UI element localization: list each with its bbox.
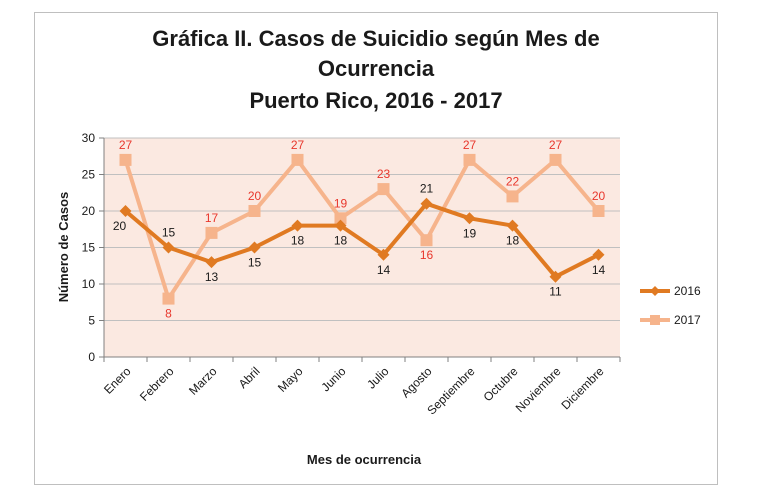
x-axis-title: Mes de ocurrencia xyxy=(307,452,422,467)
y-tick-label-5: 5 xyxy=(88,314,95,328)
point-2016-octubre xyxy=(506,219,519,232)
y-axis-title: Número de Casos xyxy=(56,192,71,303)
legend-marker-2017 xyxy=(650,315,660,325)
point-2017-abril xyxy=(248,205,261,217)
chart-title-line-3: Puerto Rico, 2016 - 2017 xyxy=(249,88,503,113)
data-label-2017-11: 20 xyxy=(592,189,606,203)
chart-title-line-1: Gráfica II. Casos de Suicidio según Mes … xyxy=(152,26,600,51)
x-tick-label-marzo: Marzo xyxy=(186,364,220,398)
data-label-2017-2: 17 xyxy=(205,211,219,225)
data-label-2017-0: 27 xyxy=(119,138,133,152)
point-2016-agosto xyxy=(420,197,433,210)
point-2017-marzo xyxy=(205,226,218,239)
y-tick-label-0: 0 xyxy=(88,350,95,364)
data-label-2017-3: 20 xyxy=(248,189,262,203)
y-tick-label-10: 10 xyxy=(82,277,96,291)
point-2016-diciembre xyxy=(592,248,605,261)
chart-title-line-2: Ocurrencia xyxy=(317,56,435,81)
point-2017-noviembre xyxy=(549,153,562,166)
x-tick-label-junio: Junio xyxy=(318,364,348,394)
point-2016-septiembre xyxy=(463,212,476,225)
data-label-2016-8: 19 xyxy=(463,226,477,240)
y-tick-label-30: 30 xyxy=(82,131,96,145)
point-2016-febrero xyxy=(162,241,175,254)
x-tick-label-agosto: Agosto xyxy=(398,364,435,401)
data-label-2016-1: 15 xyxy=(162,226,176,240)
data-label-2017-5: 19 xyxy=(334,196,348,210)
data-label-2017-9: 22 xyxy=(506,174,520,188)
point-2017-enero xyxy=(119,153,132,166)
x-tick-label-noviembre: Noviembre xyxy=(513,364,564,415)
legend-label-2016: 2016 xyxy=(674,284,701,298)
point-2017-julio xyxy=(377,183,390,196)
point-2016-mayo xyxy=(291,219,304,232)
y-tick-label-25: 25 xyxy=(82,168,96,182)
legend-marker-2016 xyxy=(650,286,660,296)
x-tick-label-febrero: Febrero xyxy=(137,364,177,404)
data-label-2016-3: 15 xyxy=(248,256,262,270)
data-label-2017-7: 16 xyxy=(420,248,434,262)
data-label-2016-0: 20 xyxy=(113,219,127,233)
data-label-2017-1: 8 xyxy=(165,307,172,321)
point-2017-febrero xyxy=(162,292,175,305)
x-tick-label-diciembre: Diciembre xyxy=(559,364,607,412)
data-label-2016-7: 21 xyxy=(420,182,434,196)
point-2016-abril xyxy=(248,241,261,254)
data-label-2017-6: 23 xyxy=(377,167,391,181)
x-tick-label-mayo: Mayo xyxy=(275,364,306,395)
point-2016-enero xyxy=(119,205,132,217)
data-label-2016-6: 14 xyxy=(377,263,391,277)
point-2016-noviembre xyxy=(549,270,562,283)
data-label-2016-11: 14 xyxy=(592,263,606,277)
series-line-2016 xyxy=(124,201,600,279)
point-2017-agosto xyxy=(420,234,433,247)
data-label-2016-5: 18 xyxy=(334,234,348,248)
series-line-2017 xyxy=(123,157,601,301)
point-2017-septiembre xyxy=(463,153,476,166)
data-label-2016-9: 18 xyxy=(506,234,520,248)
x-tick-label-enero: Enero xyxy=(101,364,134,397)
point-2016-marzo xyxy=(205,256,218,269)
data-label-2016-2: 13 xyxy=(205,270,219,284)
point-2016-julio xyxy=(377,248,390,261)
point-2017-junio xyxy=(334,212,347,225)
y-tick-label-15: 15 xyxy=(82,241,96,255)
y-tick-label-20: 20 xyxy=(82,204,96,218)
x-tick-label-julio: Julio xyxy=(364,364,392,392)
point-2017-mayo xyxy=(291,153,304,166)
point-2017-diciembre xyxy=(592,205,605,217)
legend-label-2017: 2017 xyxy=(674,313,701,327)
data-label-2016-10: 11 xyxy=(549,285,562,299)
data-label-2016-4: 18 xyxy=(291,234,305,248)
point-2017-octubre xyxy=(506,190,519,203)
x-tick-label-octubre: Octubre xyxy=(481,364,521,404)
data-label-2017-4: 27 xyxy=(291,138,305,152)
data-label-2017-10: 27 xyxy=(549,138,563,152)
data-label-2017-8: 27 xyxy=(463,138,477,152)
x-tick-label-abril: Abril xyxy=(236,364,263,391)
point-2016-junio xyxy=(334,219,347,232)
